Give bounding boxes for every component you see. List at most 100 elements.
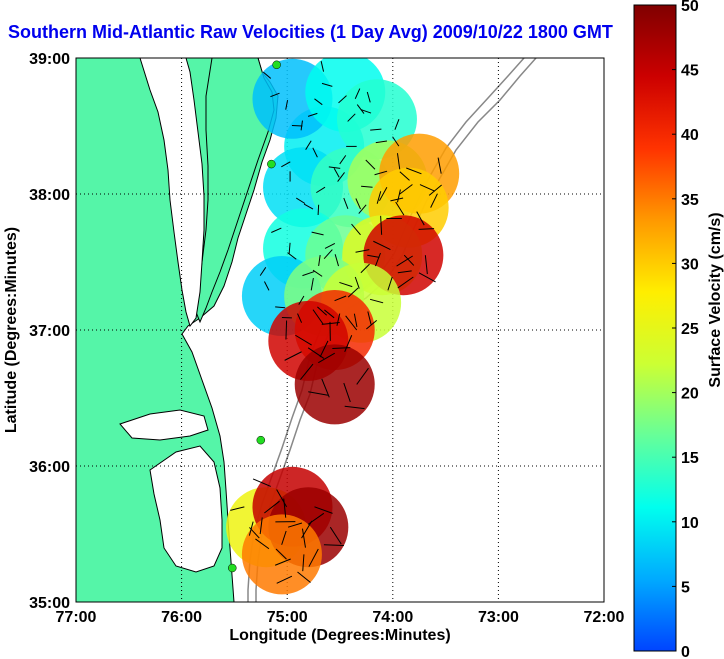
velocity-arrow <box>373 240 391 251</box>
velocity-arrow <box>307 112 318 117</box>
velocity-arrow <box>367 254 380 258</box>
velocity-arrow <box>338 95 347 104</box>
velocity-arrow <box>318 352 336 364</box>
velocity-arrow <box>321 82 333 87</box>
velocity-arrow <box>328 166 341 169</box>
velocity-arrow <box>360 109 372 114</box>
pamlico-sound <box>149 445 223 573</box>
radar-station-marker <box>256 435 266 445</box>
velocity-arrow <box>354 88 361 100</box>
velocity-arrow <box>347 287 359 298</box>
velocity-arrow <box>366 91 371 103</box>
velocity-arrow <box>344 405 365 410</box>
colorbar-tick-label: 0 <box>681 644 690 659</box>
y-tick-label: 37:00 <box>29 323 70 340</box>
velocity-arrow <box>317 306 328 316</box>
velocity-arrow <box>351 223 361 236</box>
velocity-arrow <box>397 270 412 274</box>
velocity-arrow <box>343 197 349 209</box>
velocity-arrow <box>300 120 303 131</box>
velocity-arrow <box>288 242 291 254</box>
velocity-arrow <box>323 544 344 546</box>
colorbar-tick-label: 5 <box>681 579 690 596</box>
velocity-arrow <box>259 267 267 276</box>
velocity-arrow <box>317 204 320 216</box>
albemarle-sound <box>119 409 209 441</box>
colorbar-ticks: 0 5 10 15 20 25 30 35 40 45 50 <box>672 0 699 659</box>
velocity-arrow <box>276 575 293 584</box>
velocity-arrow <box>276 489 288 508</box>
chart-title: Southern Mid-Atlantic Raw Velocities (1 … <box>8 22 613 42</box>
velocity-arrow <box>418 228 435 230</box>
velocity-arrow <box>380 215 383 235</box>
velocity-arrow <box>312 147 318 158</box>
velocity-arrow <box>367 311 372 325</box>
velocity-arrow <box>358 204 367 214</box>
velocity-arrow <box>416 211 425 226</box>
velocity-arrow <box>321 321 340 325</box>
velocity-patch <box>336 79 417 160</box>
velocity-arrow <box>396 153 401 170</box>
velocity-arrow <box>344 335 353 353</box>
velocity-arrow <box>285 100 289 110</box>
velocity-arrow <box>230 506 245 511</box>
velocity-arrow <box>321 378 330 398</box>
velocity-arrow <box>324 242 336 249</box>
velocity-arrow <box>297 313 303 323</box>
velocity-arrow <box>314 98 323 106</box>
velocity-arrow <box>369 298 384 304</box>
colorbar-tick-label: 10 <box>681 515 699 532</box>
velocity-arrow <box>281 530 287 545</box>
velocity-arrow <box>354 276 360 289</box>
x-tick-label: 75:00 <box>267 609 308 626</box>
velocity-arrow <box>437 157 442 174</box>
velocity-arrow <box>296 197 306 204</box>
colorbar-tick-label: 40 <box>681 127 699 144</box>
velocity-arrow <box>281 161 291 168</box>
plot-frame <box>75 57 605 603</box>
velocity-arrow <box>343 382 351 403</box>
velocity-arrow <box>316 186 326 194</box>
velocity-arrow <box>308 391 329 396</box>
velocity-arrow <box>403 254 415 266</box>
velocity-arrow <box>324 309 335 319</box>
y-tick-label: 35:00 <box>29 595 70 612</box>
velocity-arrow <box>355 198 361 210</box>
velocity-arrow <box>320 61 325 72</box>
velocity-arrow <box>311 231 324 236</box>
velocity-arrow <box>323 249 333 260</box>
colorbar-label: Surface Velocity (cm/s) <box>707 212 724 387</box>
velocity-arrow <box>336 313 341 326</box>
colorbar-tick-label: 15 <box>681 450 699 467</box>
velocity-arrow <box>397 189 401 203</box>
velocity-arrow <box>270 92 280 98</box>
velocity-arrow <box>334 254 339 267</box>
velocity-arrow <box>396 255 413 267</box>
velocity-arrow <box>399 184 413 195</box>
velocity-arrow <box>310 277 314 291</box>
velocity-arrow <box>295 334 312 346</box>
velocity-arrow <box>287 522 303 528</box>
velocity-arrow <box>361 185 373 188</box>
x-tick-label: 74:00 <box>372 609 413 626</box>
velocity-arrow <box>275 306 286 309</box>
velocity-arrow <box>390 197 404 202</box>
velocity-arrow <box>308 548 319 567</box>
velocity-arrow <box>332 347 351 350</box>
velocity-arrow <box>303 203 314 210</box>
plot-area <box>76 58 604 602</box>
velocity-arrow <box>329 526 342 545</box>
velocity-arrow <box>360 263 370 274</box>
velocity-arrow <box>339 155 347 165</box>
velocity-arrow <box>287 252 297 260</box>
velocity-arrow <box>271 227 282 233</box>
velocity-arrow <box>345 315 358 331</box>
x-axis-label: Longitude (Degrees:Minutes) <box>229 627 450 644</box>
velocity-arrow <box>375 140 388 144</box>
velocity-arrow <box>353 313 358 328</box>
velocity-arrow <box>424 255 428 275</box>
velocity-arrow <box>302 554 305 572</box>
velocity-arrow <box>333 167 340 178</box>
velocity-arrow <box>418 272 436 283</box>
